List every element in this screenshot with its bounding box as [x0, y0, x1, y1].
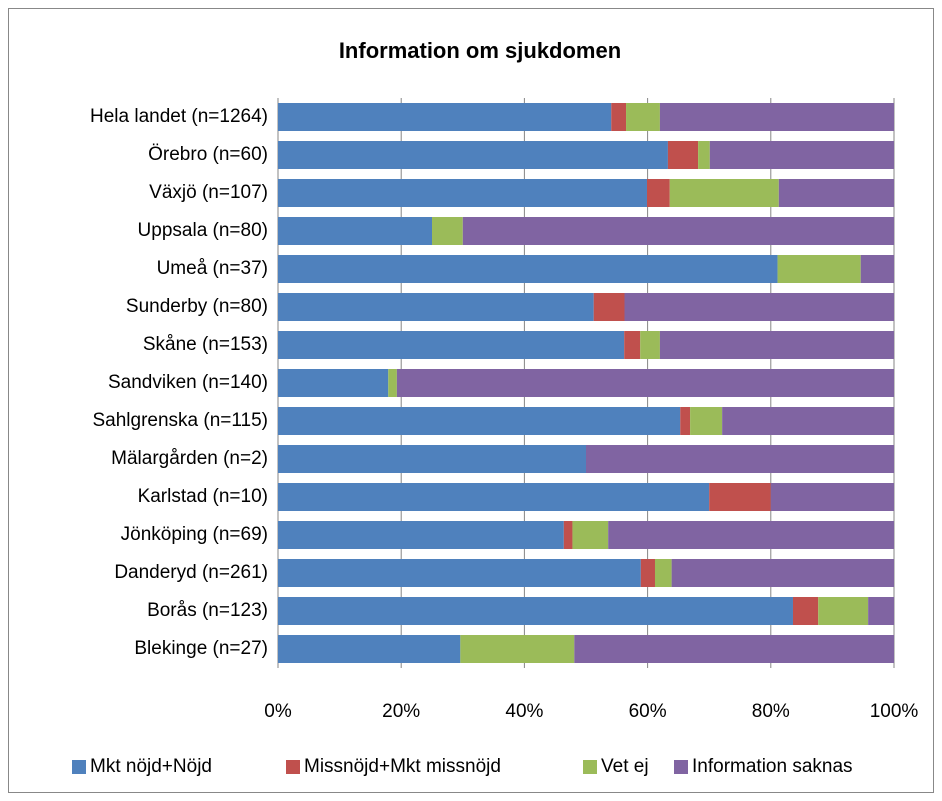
bar-segment	[586, 445, 894, 473]
bar-segment	[278, 103, 612, 131]
y-tick-label: Blekinge (n=27)	[134, 638, 268, 659]
y-tick-label: Uppsala (n=80)	[138, 220, 268, 241]
bar-segment	[671, 559, 894, 587]
bar-segment	[646, 179, 670, 207]
bar-segment	[278, 521, 564, 549]
bar-segment	[698, 141, 710, 169]
y-tick-label: Sahlgrenska (n=115)	[92, 410, 268, 431]
x-tick-label: 20%	[382, 701, 420, 722]
bar-segment	[690, 407, 723, 435]
bar-segment	[278, 559, 641, 587]
y-tick-label: Karlstad (n=10)	[138, 486, 268, 507]
bar-segment	[659, 103, 894, 131]
bar-segment	[777, 255, 861, 283]
bar-segment	[667, 141, 699, 169]
legend-label: Missnöjd+Mkt missnöjd	[304, 756, 501, 777]
bar-segment	[770, 483, 894, 511]
bar-segment	[572, 521, 609, 549]
bar-segment	[278, 483, 710, 511]
legend-swatch	[674, 760, 688, 774]
bar-segment	[709, 141, 894, 169]
bar-segment	[278, 331, 625, 359]
y-tick-label: Hela landet (n=1264)	[90, 106, 268, 127]
bar-segment	[278, 369, 389, 397]
bar-segment	[278, 217, 432, 245]
legend-label: Mkt nöjd+Nöjd	[90, 756, 212, 777]
bar-segment	[654, 559, 672, 587]
y-tick-label: Örebro (n=60)	[148, 144, 268, 165]
bar-segment	[778, 179, 894, 207]
y-tick-label: Sunderby (n=80)	[126, 296, 268, 317]
x-tick-label: 60%	[629, 701, 667, 722]
bar-segment	[818, 597, 869, 625]
bar-segment	[278, 255, 778, 283]
y-tick-label: Växjö (n=107)	[149, 182, 268, 203]
bar-segment	[278, 597, 793, 625]
bar-segment	[278, 141, 668, 169]
y-tick-label: Borås (n=123)	[147, 600, 268, 621]
y-tick-label: Skåne (n=153)	[143, 334, 268, 355]
bar-segment	[868, 597, 894, 625]
bar-segment	[574, 635, 894, 663]
bar-segment	[432, 217, 463, 245]
y-tick-label: Sandviken (n=140)	[108, 372, 268, 393]
bar-segment	[624, 331, 641, 359]
bar-segment	[624, 293, 894, 321]
bar-segment	[563, 521, 573, 549]
bar-segment	[278, 407, 681, 435]
legend-swatch	[583, 760, 597, 774]
x-tick-label: 0%	[264, 701, 292, 722]
bar-segment	[396, 369, 894, 397]
bar-segment	[460, 635, 575, 663]
bar-segment	[792, 597, 819, 625]
bar-segment	[626, 103, 660, 131]
chart-title: Information om sjukdomen	[339, 38, 621, 63]
legend-swatch	[286, 760, 300, 774]
x-tick-label: 100%	[870, 701, 919, 722]
bar-segment	[388, 369, 397, 397]
bar-segment	[640, 331, 660, 359]
x-tick-label: 40%	[505, 701, 543, 722]
bar-segment	[278, 635, 461, 663]
y-tick-label: Danderyd (n=261)	[114, 562, 268, 583]
bar-segment	[593, 293, 625, 321]
legend-swatch	[72, 760, 86, 774]
bar-segment	[278, 293, 594, 321]
bar-segment	[669, 179, 779, 207]
bar-segment	[709, 483, 771, 511]
legend-label: Vet ej	[601, 756, 649, 777]
bar-segment	[680, 407, 691, 435]
x-tick-label: 80%	[752, 701, 790, 722]
y-tick-label: Mälargården (n=2)	[111, 448, 268, 469]
y-tick-label: Jönköping (n=69)	[121, 524, 268, 545]
bar-segment	[278, 445, 586, 473]
legend-label: Information saknas	[692, 756, 853, 777]
bar-segment	[860, 255, 894, 283]
bar-segment	[611, 103, 627, 131]
bar-segment	[722, 407, 894, 435]
bar-segment	[640, 559, 655, 587]
bar-segment	[608, 521, 894, 549]
bar-segment	[659, 331, 894, 359]
y-tick-label: Umeå (n=37)	[157, 258, 268, 279]
bar-segment	[278, 179, 647, 207]
bar-segment	[462, 217, 894, 245]
